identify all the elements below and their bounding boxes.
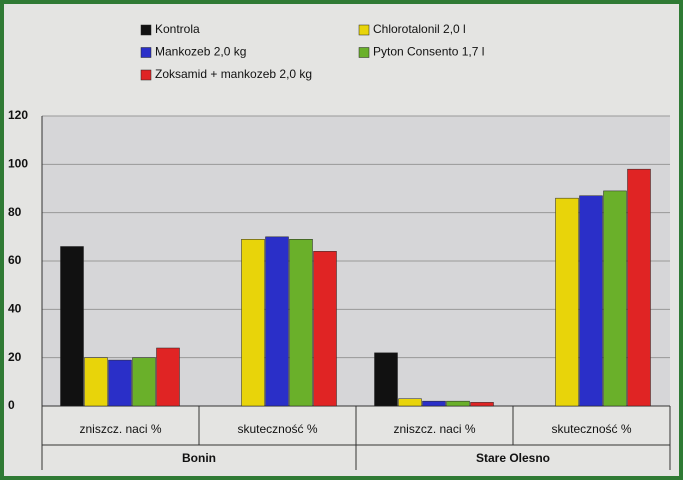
bar [242, 239, 265, 406]
bar [314, 251, 337, 406]
y-tick-label: 40 [8, 302, 22, 316]
bar [266, 237, 289, 406]
y-tick-label: 20 [8, 350, 22, 364]
y-tick-label: 100 [8, 157, 28, 171]
bar [423, 401, 446, 406]
legend-swatch [141, 70, 151, 80]
y-tick-label: 120 [8, 108, 28, 122]
bar [628, 169, 651, 406]
bar [133, 358, 156, 406]
y-tick-label: 0 [8, 398, 15, 412]
bar [399, 399, 422, 406]
x-tick-label: skuteczność % [237, 422, 317, 436]
legend-swatch [141, 48, 151, 58]
bar [604, 191, 627, 406]
bar [109, 360, 132, 406]
legend-label: Kontrola [155, 22, 200, 36]
chart: 0 20 40 60 80 100 120 zniszcz. naci % skutecznoś… [0, 0, 683, 480]
y-tick-label: 80 [8, 205, 22, 219]
legend-label: Zoksamid + mankozeb 2,0 kg [155, 67, 312, 81]
legend-label: Pyton Consento 1,7 l [373, 45, 484, 59]
x-tick-label: zniszcz. naci % [79, 422, 161, 436]
group-label: Bonin [182, 451, 216, 465]
bar [556, 198, 579, 406]
legend-swatch [359, 25, 369, 35]
x-tick-label: zniszcz. naci % [393, 422, 475, 436]
group-label: Stare Olesno [476, 451, 550, 465]
bar [471, 402, 494, 406]
bar [157, 348, 180, 406]
bar [85, 358, 108, 406]
bar [580, 196, 603, 406]
x-tick-label: skuteczność % [551, 422, 631, 436]
bar [290, 239, 313, 406]
bar [61, 247, 84, 407]
legend-swatch [359, 48, 369, 58]
legend-swatch [141, 25, 151, 35]
legend-label: Chlorotalonil 2,0 l [373, 22, 466, 36]
bar [447, 401, 470, 406]
bar [375, 353, 398, 406]
y-tick-label: 60 [8, 253, 22, 267]
legend-label: Mankozeb 2,0 kg [155, 45, 246, 59]
